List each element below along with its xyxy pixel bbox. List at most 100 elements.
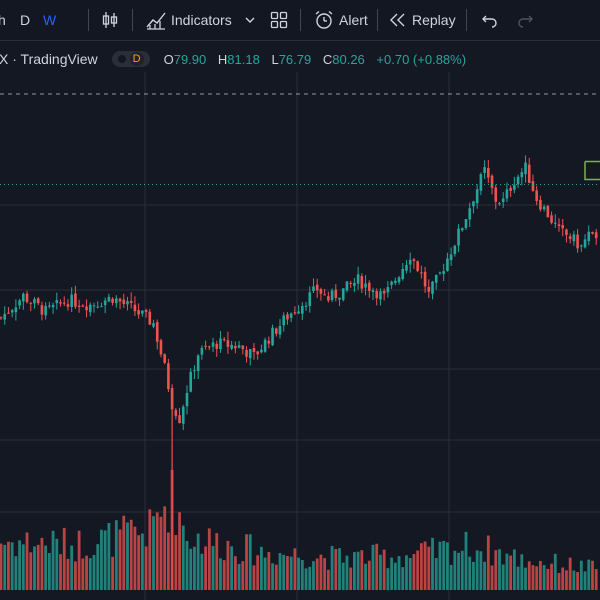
candle-body xyxy=(509,187,512,191)
candle-body xyxy=(51,304,55,308)
volume-bar xyxy=(122,515,126,590)
volume-bar xyxy=(419,543,423,590)
layout-button[interactable] xyxy=(270,0,288,40)
candle-body xyxy=(129,300,133,303)
candle-body xyxy=(353,282,356,286)
volume-bar xyxy=(341,562,345,590)
volume-bar xyxy=(66,558,70,590)
low-value: 76.79 xyxy=(278,51,312,67)
volume-bar xyxy=(490,565,494,590)
volume-bar xyxy=(401,567,405,590)
bar-style-button[interactable] xyxy=(100,0,120,40)
volume-bar xyxy=(382,549,386,590)
candle-body xyxy=(464,219,468,228)
candle-body xyxy=(44,305,47,316)
volume-bar xyxy=(260,546,263,590)
indicators-button[interactable]: Indicators xyxy=(145,0,232,40)
candle-body xyxy=(427,286,431,292)
volume-bar xyxy=(47,553,51,590)
volume-bar xyxy=(434,558,438,590)
candle-body xyxy=(297,311,300,314)
candle-body xyxy=(248,349,252,359)
candle-body xyxy=(230,344,233,349)
candle-body xyxy=(234,346,237,349)
alert-button[interactable]: Alert xyxy=(313,0,368,40)
volume-bar xyxy=(286,556,289,590)
interval-day-button[interactable]: D xyxy=(20,12,31,28)
candle-body xyxy=(405,264,408,271)
volume-bar xyxy=(88,558,92,590)
volume-bar xyxy=(323,558,327,590)
candle-body xyxy=(14,307,18,313)
rewind-icon xyxy=(390,13,405,27)
volume-bar xyxy=(129,519,133,590)
volume-bar xyxy=(520,554,524,590)
volume-bar xyxy=(230,546,234,590)
volume-bar xyxy=(167,532,170,590)
volume-bar xyxy=(126,522,129,590)
candle-body xyxy=(77,305,81,308)
volume-bar xyxy=(196,533,200,590)
toolbar-divider xyxy=(300,9,301,31)
candle-body xyxy=(144,309,148,312)
candle-body xyxy=(524,162,527,175)
candle-body xyxy=(18,300,21,306)
candle-body xyxy=(260,349,263,353)
indicators-dropdown-button[interactable] xyxy=(244,0,256,40)
candle-body xyxy=(170,388,174,410)
candle-body xyxy=(74,293,77,307)
candle-body xyxy=(594,232,598,239)
candle-body xyxy=(293,312,297,314)
volume-bar xyxy=(274,564,278,590)
candle-body xyxy=(371,290,375,292)
volume-bar xyxy=(62,527,66,590)
price-chart[interactable] xyxy=(0,72,600,600)
volume-bar xyxy=(565,570,568,590)
interval-week-button[interactable]: W xyxy=(43,12,57,28)
volume-bar xyxy=(442,540,446,590)
symbol-name[interactable]: X · TradingView xyxy=(0,51,98,67)
undo-button[interactable] xyxy=(481,0,499,40)
candle-body xyxy=(535,190,538,202)
volume-bar xyxy=(163,506,167,590)
volume-bar xyxy=(542,565,546,590)
candle-body xyxy=(516,176,520,185)
volume-bar xyxy=(550,563,553,590)
volume-bar xyxy=(51,530,55,590)
volume-bar xyxy=(0,543,3,590)
volume-bar xyxy=(144,546,148,590)
indicators-label: Indicators xyxy=(171,12,232,28)
change-value: +0.70 (+0.88%) xyxy=(376,51,467,67)
candle-body xyxy=(323,294,326,296)
candle-body xyxy=(245,349,248,357)
candle-body xyxy=(487,168,490,178)
candle-body xyxy=(468,208,472,220)
redo-button[interactable] xyxy=(516,0,534,40)
candle-body xyxy=(252,347,256,352)
volume-bar xyxy=(561,567,565,590)
volume-bar xyxy=(315,558,319,590)
volume-bar xyxy=(59,554,62,590)
volume-bar xyxy=(312,561,315,590)
candle-body xyxy=(107,296,111,302)
volume-bar xyxy=(282,554,286,590)
volume-bar xyxy=(289,556,293,590)
candle-body xyxy=(513,184,516,190)
replay-button[interactable]: Replay xyxy=(389,0,456,40)
candle-body xyxy=(62,302,66,304)
volume-bar xyxy=(152,516,155,590)
market-status-badge[interactable]: D xyxy=(111,51,150,67)
volume-bar xyxy=(237,563,241,590)
volume-bar xyxy=(200,553,204,590)
volume-bar xyxy=(245,534,248,590)
volume-bar xyxy=(226,540,230,590)
candle-body xyxy=(66,304,70,307)
candle-body xyxy=(226,340,230,347)
volume-bar xyxy=(111,556,114,590)
volume-bar xyxy=(148,509,152,590)
interval-hours-button[interactable]: h xyxy=(0,12,6,28)
volume-bar xyxy=(453,550,457,590)
candle-body xyxy=(88,304,92,313)
candle-body xyxy=(48,305,51,307)
candle-body xyxy=(367,282,371,291)
